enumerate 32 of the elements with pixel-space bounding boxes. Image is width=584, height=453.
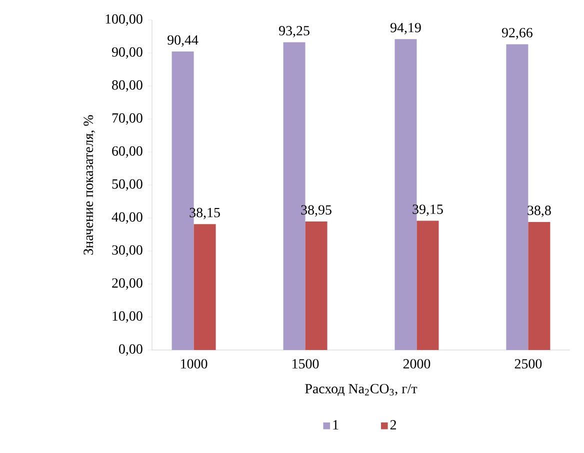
y-tick-label: 70,00 [112,113,142,125]
y-axis-title: Значение показателя, % [84,115,96,255]
y-tick-label: 10,00 [112,311,142,323]
data-label: 38,15 [190,208,220,220]
y-tick-label: 50,00 [112,179,142,191]
bar [506,44,528,350]
y-tick-label: 20,00 [112,278,142,290]
data-label: 39,15 [412,204,443,216]
y-tick-label: 30,00 [112,245,142,257]
data-label: 38,8 [528,206,551,218]
legend-label: 2 [390,420,396,430]
y-tick-label: 0,00 [119,344,142,356]
data-label: 94,19 [390,22,421,34]
x-axis-title: Расход Na$_{2}$CO$_{3}$, г/т [305,384,418,396]
legend-label: 1 [333,420,338,430]
y-tick-label: 40,00 [112,212,142,224]
bar [416,220,439,350]
x-tick-label: 2500 [514,359,542,369]
x-tick-label: 1000 [181,359,208,369]
y-tick-label: 80,00 [112,80,142,92]
y-tick-label: 100,00 [106,14,142,26]
x-tick-label: 1500 [292,359,319,369]
data-label: 93,25 [279,26,310,38]
x-tick-label: 2000 [403,359,430,369]
bar [305,221,328,350]
y-tick-label: 90,00 [112,47,142,59]
data-label: 90,44 [168,35,198,47]
data-label: 38,95 [301,205,332,217]
data-label: 92,66 [502,28,532,40]
bar [194,224,216,350]
bar [528,222,550,350]
y-tick-label: 60,00 [112,146,142,158]
